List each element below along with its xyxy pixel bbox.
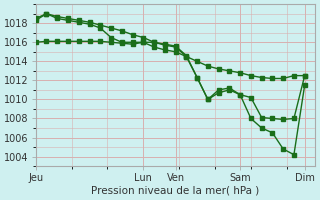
X-axis label: Pression niveau de la mer( hPa ): Pression niveau de la mer( hPa ) — [92, 186, 260, 196]
